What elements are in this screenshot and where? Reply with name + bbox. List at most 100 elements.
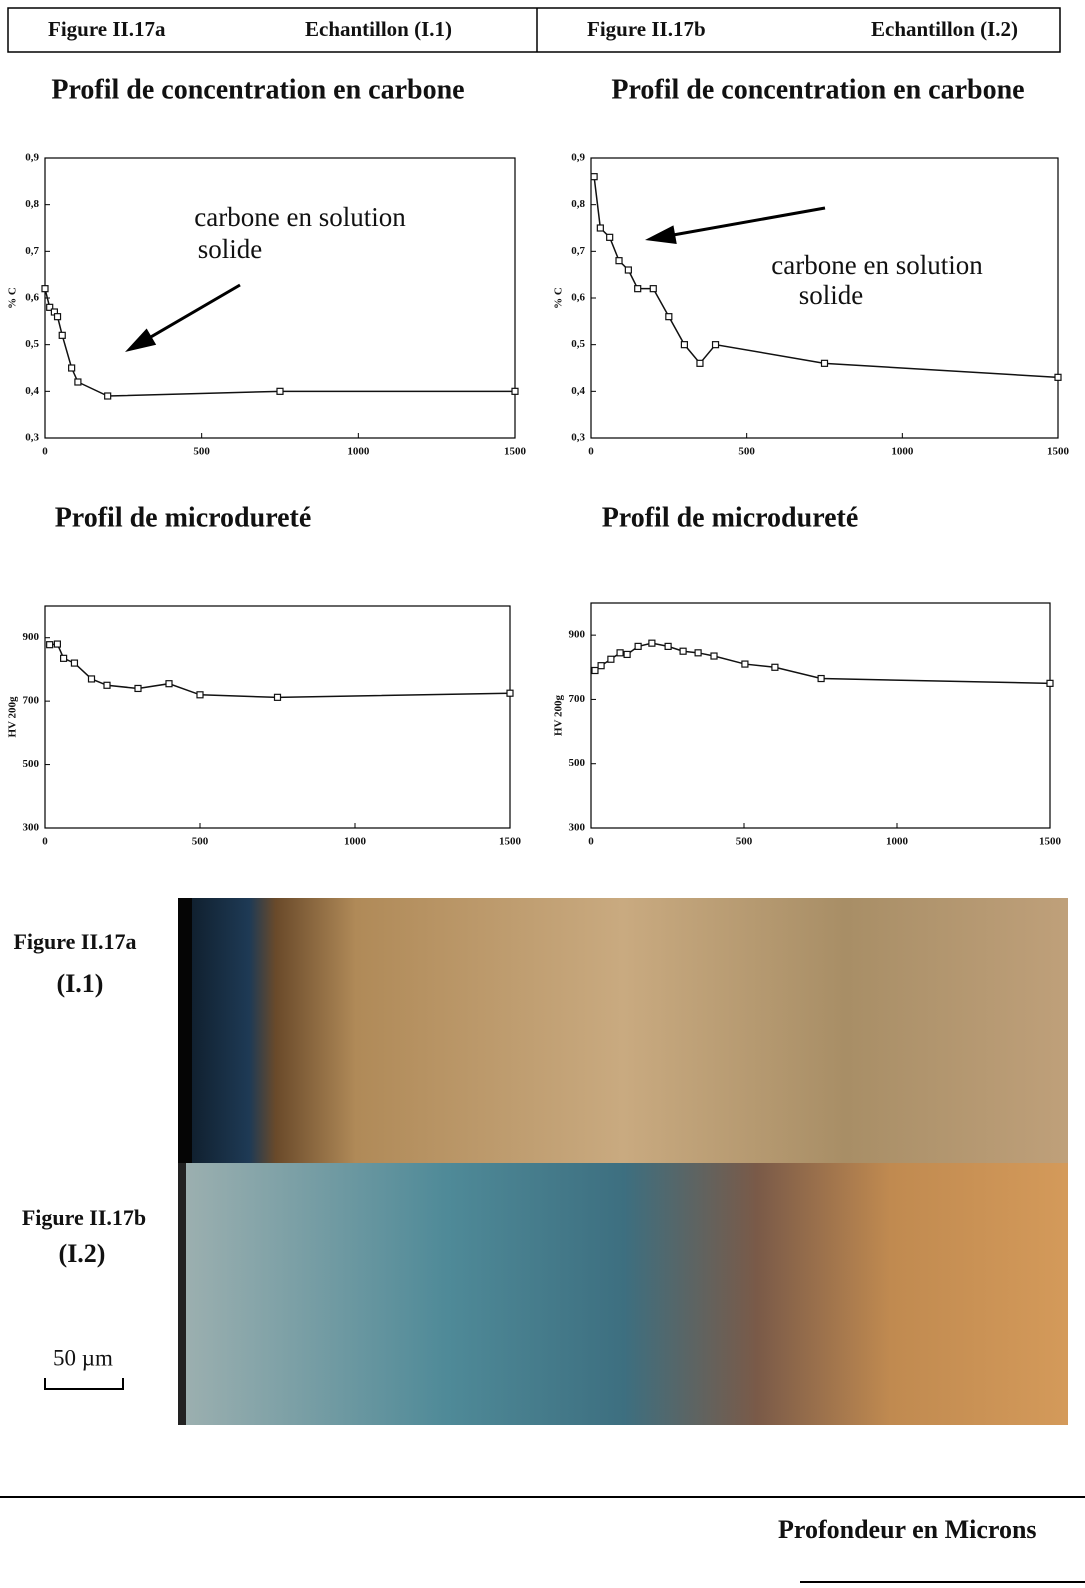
x-tick-label: 0: [42, 446, 48, 458]
y-tick-label: 900: [569, 629, 586, 641]
data-point: [74, 378, 82, 386]
data-point: [53, 313, 62, 321]
x-tick-label: 500: [193, 446, 210, 458]
data-point: [196, 691, 204, 699]
data-point: [616, 649, 624, 657]
data-point: [624, 266, 632, 274]
y-tick-label: 700: [569, 693, 586, 705]
data-point: [103, 681, 111, 689]
micrograph-label: (I.2): [59, 1239, 106, 1268]
data-point: [59, 654, 68, 662]
data-point: [694, 649, 702, 657]
data-point: [596, 224, 604, 232]
x-tick-label: 1500: [499, 836, 522, 848]
data-point: [615, 257, 623, 265]
x-tick-label: 1000: [886, 836, 909, 848]
y-tick-label: 0,8: [571, 198, 585, 210]
micrograph-label: Figure II.17b: [22, 1205, 146, 1230]
y-tick-label: 0,9: [571, 152, 585, 164]
micrograph: [178, 898, 1068, 1163]
data-point: [53, 640, 62, 648]
plot-frame: [590, 602, 1051, 829]
header: Figure II.17a Echantillon (I.1) Figure I…: [7, 7, 1061, 53]
data-point: [680, 341, 689, 349]
data-point: [634, 642, 642, 650]
micrograph-label: Figure II.17a: [13, 929, 136, 954]
scale-bar: [44, 1378, 124, 1390]
arrow-shaft: [141, 283, 241, 344]
data-point: [607, 655, 615, 663]
y-tick-label: 500: [569, 757, 586, 769]
data-point: [591, 666, 599, 675]
scale-bar-label: 50 µm: [53, 1345, 113, 1370]
annotation: solide: [799, 280, 864, 310]
data-point: [665, 313, 673, 321]
y-tick-label: 300: [569, 822, 586, 834]
header-cell: Echantillon (I.2): [871, 17, 1018, 41]
data-point: [46, 303, 54, 311]
x-tick-label: 1500: [1047, 446, 1070, 458]
y-axis-label: % C: [7, 287, 19, 309]
x-tick-label: 500: [738, 446, 755, 458]
data-point: [648, 639, 656, 647]
data-point: [711, 341, 720, 349]
chart-title: Profil de microdureté: [602, 502, 859, 533]
y-axis-label: % C: [553, 287, 565, 309]
arrow-shaft: [664, 206, 826, 238]
data-point: [820, 359, 829, 367]
data-point: [741, 660, 749, 668]
y-tick-label: 0,8: [25, 198, 39, 210]
chart-title: Profil de microdureté: [55, 502, 312, 533]
y-tick-label: 0,3: [25, 432, 39, 444]
data-line: [49, 643, 511, 699]
data-point: [41, 285, 49, 293]
data-point: [623, 650, 631, 659]
header-cell: Echantillon (I.1): [305, 17, 452, 41]
x-tick-label: 1000: [891, 446, 914, 458]
arrow-head: [645, 225, 677, 244]
x-tick-label: 1500: [504, 446, 527, 458]
micrograph-edge: [178, 898, 192, 1163]
header-cell: Figure II.17a: [48, 17, 166, 41]
y-tick-label: 0,6: [571, 292, 585, 304]
y-axis-label: HV 200g: [7, 696, 19, 738]
micrograph-label: (I.1): [57, 969, 104, 998]
x-tick-label: 1000: [347, 446, 370, 458]
data-point: [104, 392, 112, 400]
data-point: [664, 642, 672, 650]
data-point: [649, 285, 657, 293]
data-line: [44, 288, 515, 397]
y-tick-label: 0,3: [571, 432, 585, 444]
x-tick-label: 500: [192, 836, 209, 848]
data-point: [1046, 679, 1054, 687]
data-point: [634, 285, 642, 293]
micrograph-edge: [178, 1163, 186, 1425]
y-tick-label: 0,7: [25, 245, 39, 257]
annotation: carbone en solution: [771, 250, 983, 280]
header-box: [7, 7, 1061, 53]
y-tick-label: 0,5: [571, 338, 585, 350]
y-tick-label: 0,5: [25, 338, 39, 350]
data-point: [606, 233, 614, 241]
y-axis-label: HV 200g: [553, 694, 565, 736]
y-tick-label: 0,4: [25, 385, 39, 397]
data-point: [134, 684, 142, 693]
data-point: [506, 689, 514, 697]
y-tick-label: 500: [23, 758, 40, 770]
x-tick-label: 1500: [1039, 836, 1062, 848]
x-tick-label: 0: [42, 836, 48, 848]
annotation: solide: [198, 234, 263, 264]
data-point: [590, 173, 598, 181]
y-tick-label: 0,7: [571, 245, 585, 257]
data-point: [817, 674, 825, 683]
y-tick-label: 0,9: [25, 152, 39, 164]
data-point: [58, 331, 66, 339]
data-point: [87, 675, 96, 683]
annotation: carbone en solution: [194, 202, 406, 232]
y-tick-label: 300: [23, 822, 40, 834]
x-tick-label: 1000: [344, 836, 367, 848]
x-tick-label: 0: [588, 836, 594, 848]
y-tick-label: 0,4: [571, 385, 585, 397]
data-point: [597, 662, 605, 670]
